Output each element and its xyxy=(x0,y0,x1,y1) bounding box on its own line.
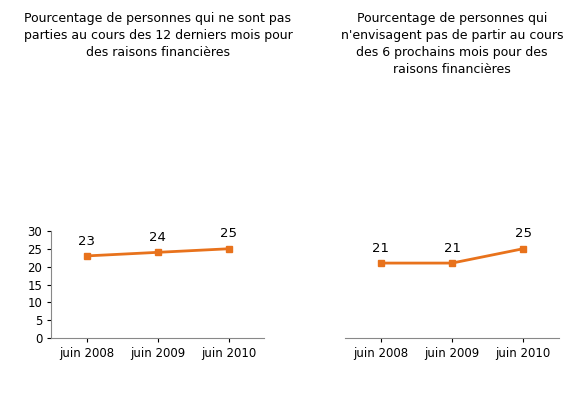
Text: 24: 24 xyxy=(149,231,166,244)
Text: Pourcentage de personnes qui ne sont pas
parties au cours des 12 derniers mois p: Pourcentage de personnes qui ne sont pas… xyxy=(23,12,292,59)
Text: 21: 21 xyxy=(443,242,461,255)
Text: 23: 23 xyxy=(78,234,95,248)
Text: Pourcentage de personnes qui
n'envisagent pas de partir au cours
des 6 prochains: Pourcentage de personnes qui n'envisagen… xyxy=(341,12,563,76)
Text: 25: 25 xyxy=(221,227,238,240)
Text: 25: 25 xyxy=(515,227,532,240)
Text: 21: 21 xyxy=(372,242,389,255)
